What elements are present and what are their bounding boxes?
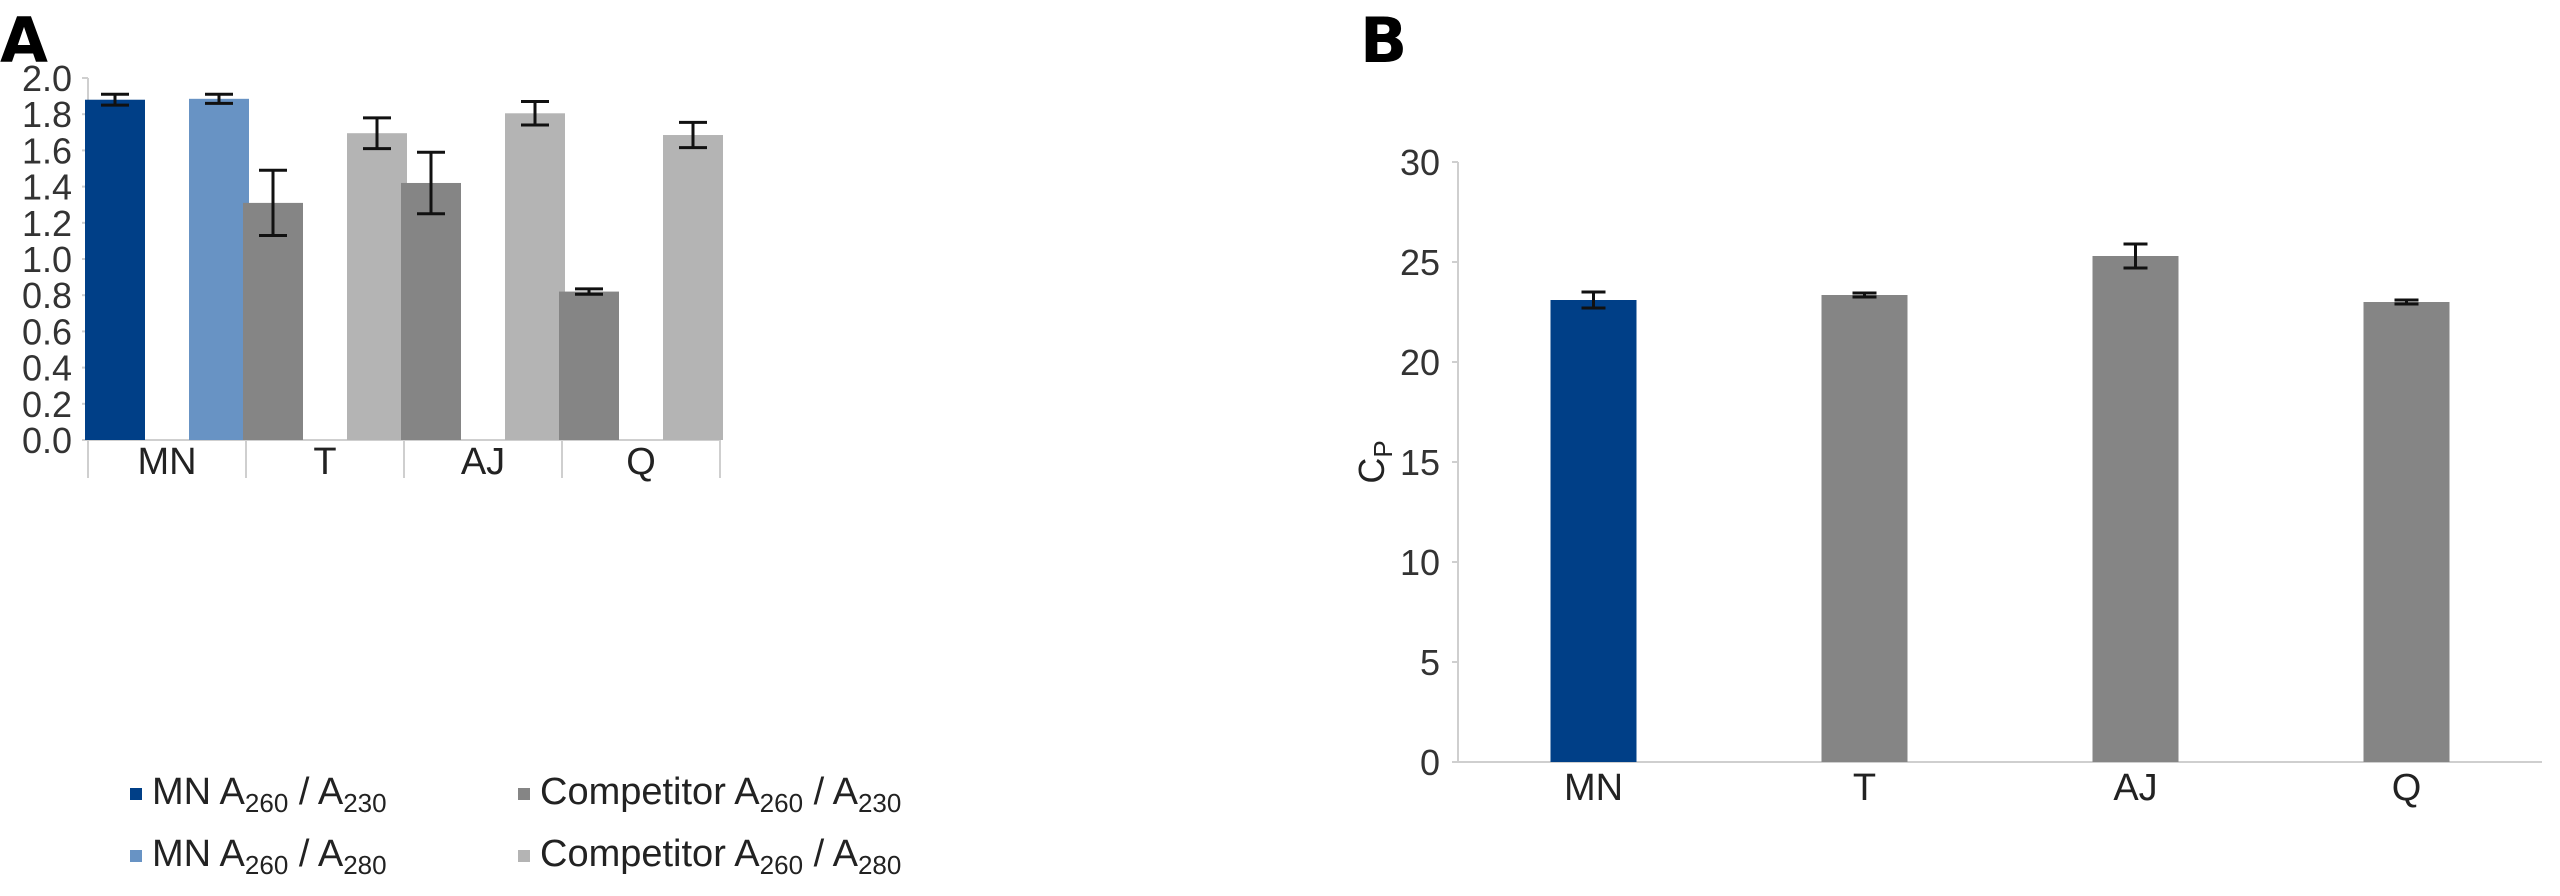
legend-text-part: / A bbox=[288, 771, 344, 813]
bar bbox=[1550, 300, 1637, 762]
axes-a: 0.00.20.40.60.81.01.21.41.61.82.0 MN T AJ Q bbox=[22, 58, 721, 483]
bar bbox=[663, 135, 723, 440]
legend-subscript: 260 bbox=[760, 850, 803, 880]
bar bbox=[401, 182, 461, 441]
legend-entry: MN A260 / A230 bbox=[152, 771, 387, 818]
bar bbox=[1821, 295, 1908, 762]
legend-text-part: Competitor A bbox=[540, 833, 760, 875]
legend-text-part: / A bbox=[803, 833, 859, 875]
legend-subscript: 260 bbox=[245, 788, 288, 818]
legend-subscript: 230 bbox=[343, 788, 386, 818]
y-tick-label: 5 bbox=[1420, 642, 1440, 683]
y-tick-label: 2.0 bbox=[22, 58, 72, 99]
legend-entry: Competitor A260 / A230 bbox=[540, 771, 901, 818]
y-tick-label: 1.4 bbox=[22, 167, 72, 208]
legend-swatch bbox=[130, 850, 142, 862]
y-tick-label: 30 bbox=[1400, 142, 1440, 183]
panel-label-a: A bbox=[0, 4, 48, 77]
y-tick-label: 1.2 bbox=[22, 203, 72, 244]
x-category-label: AJ bbox=[2113, 767, 2157, 809]
y-tick-label: 10 bbox=[1400, 542, 1440, 583]
y-tick-label: 1.0 bbox=[22, 239, 72, 280]
x-category-label: Q bbox=[626, 441, 656, 483]
y-tick-label: 1.8 bbox=[22, 94, 72, 135]
y-tick-label: 0.2 bbox=[22, 384, 72, 425]
y-tick-label: 0.4 bbox=[22, 348, 72, 389]
legend-entry: Competitor A260 / A280 bbox=[540, 833, 901, 880]
legend-entry: MN A260 / A280 bbox=[152, 833, 387, 880]
x-category-label: AJ bbox=[461, 441, 505, 483]
bar bbox=[2363, 302, 2450, 762]
legend-subscript: 260 bbox=[760, 788, 803, 818]
axes-b: 0 5 10 15 20 25 30 MN T AJ Q CP bbox=[1351, 142, 2542, 809]
bar bbox=[559, 291, 619, 440]
y-tick-label: 15 bbox=[1400, 442, 1440, 483]
bar bbox=[189, 98, 249, 440]
legend-text-part: / A bbox=[288, 833, 344, 875]
y-axis-title-part: C bbox=[1351, 458, 1392, 484]
x-category-label: MN bbox=[1564, 767, 1623, 809]
legend-text-part: MN A bbox=[152, 833, 246, 875]
x-category-label: Q bbox=[2392, 767, 2422, 809]
bar bbox=[85, 99, 145, 440]
bar bbox=[243, 202, 303, 440]
legend-text-part: Competitor A bbox=[540, 771, 760, 813]
bars-b bbox=[1550, 242, 2450, 762]
y-tick-label: 1.6 bbox=[22, 130, 72, 171]
x-category-label: T bbox=[313, 441, 336, 483]
bar bbox=[347, 133, 407, 440]
y-tick-label: 0.0 bbox=[22, 420, 72, 461]
chart-panel-b: B 0 5 10 15 20 25 30 MN T AJ Q CP bbox=[1351, 4, 2542, 809]
x-category-label: T bbox=[1853, 767, 1876, 809]
legend-text-part: / A bbox=[803, 771, 859, 813]
legend-swatch bbox=[130, 788, 142, 800]
legend-swatch bbox=[518, 850, 530, 862]
x-category-label: MN bbox=[137, 441, 196, 483]
chart-panel-a: A 0.00.20.40.60.81.01.21.41.61.82.0 MN T AJ… bbox=[0, 4, 901, 880]
legend-text-part: MN A bbox=[152, 771, 246, 813]
bars-a bbox=[85, 92, 723, 441]
y-tick-label: 20 bbox=[1400, 342, 1440, 383]
legend-subscript: 280 bbox=[343, 850, 386, 880]
bar bbox=[505, 113, 565, 441]
legend-subscript: 280 bbox=[858, 850, 901, 880]
legend-swatch bbox=[518, 788, 530, 800]
legend-subscript: 230 bbox=[858, 788, 901, 818]
y-tick-label: 0.8 bbox=[22, 275, 72, 316]
y-axis-title: CP bbox=[1351, 440, 1398, 483]
y-tick-label: 25 bbox=[1400, 242, 1440, 283]
legend-subscript: 260 bbox=[245, 850, 288, 880]
y-tick-label: 0.6 bbox=[22, 311, 72, 352]
y-tick-label: 0 bbox=[1420, 742, 1440, 783]
panel-label-b: B bbox=[1360, 4, 1407, 77]
y-axis-title-subscript: P bbox=[1368, 440, 1398, 457]
bar bbox=[2092, 256, 2179, 762]
